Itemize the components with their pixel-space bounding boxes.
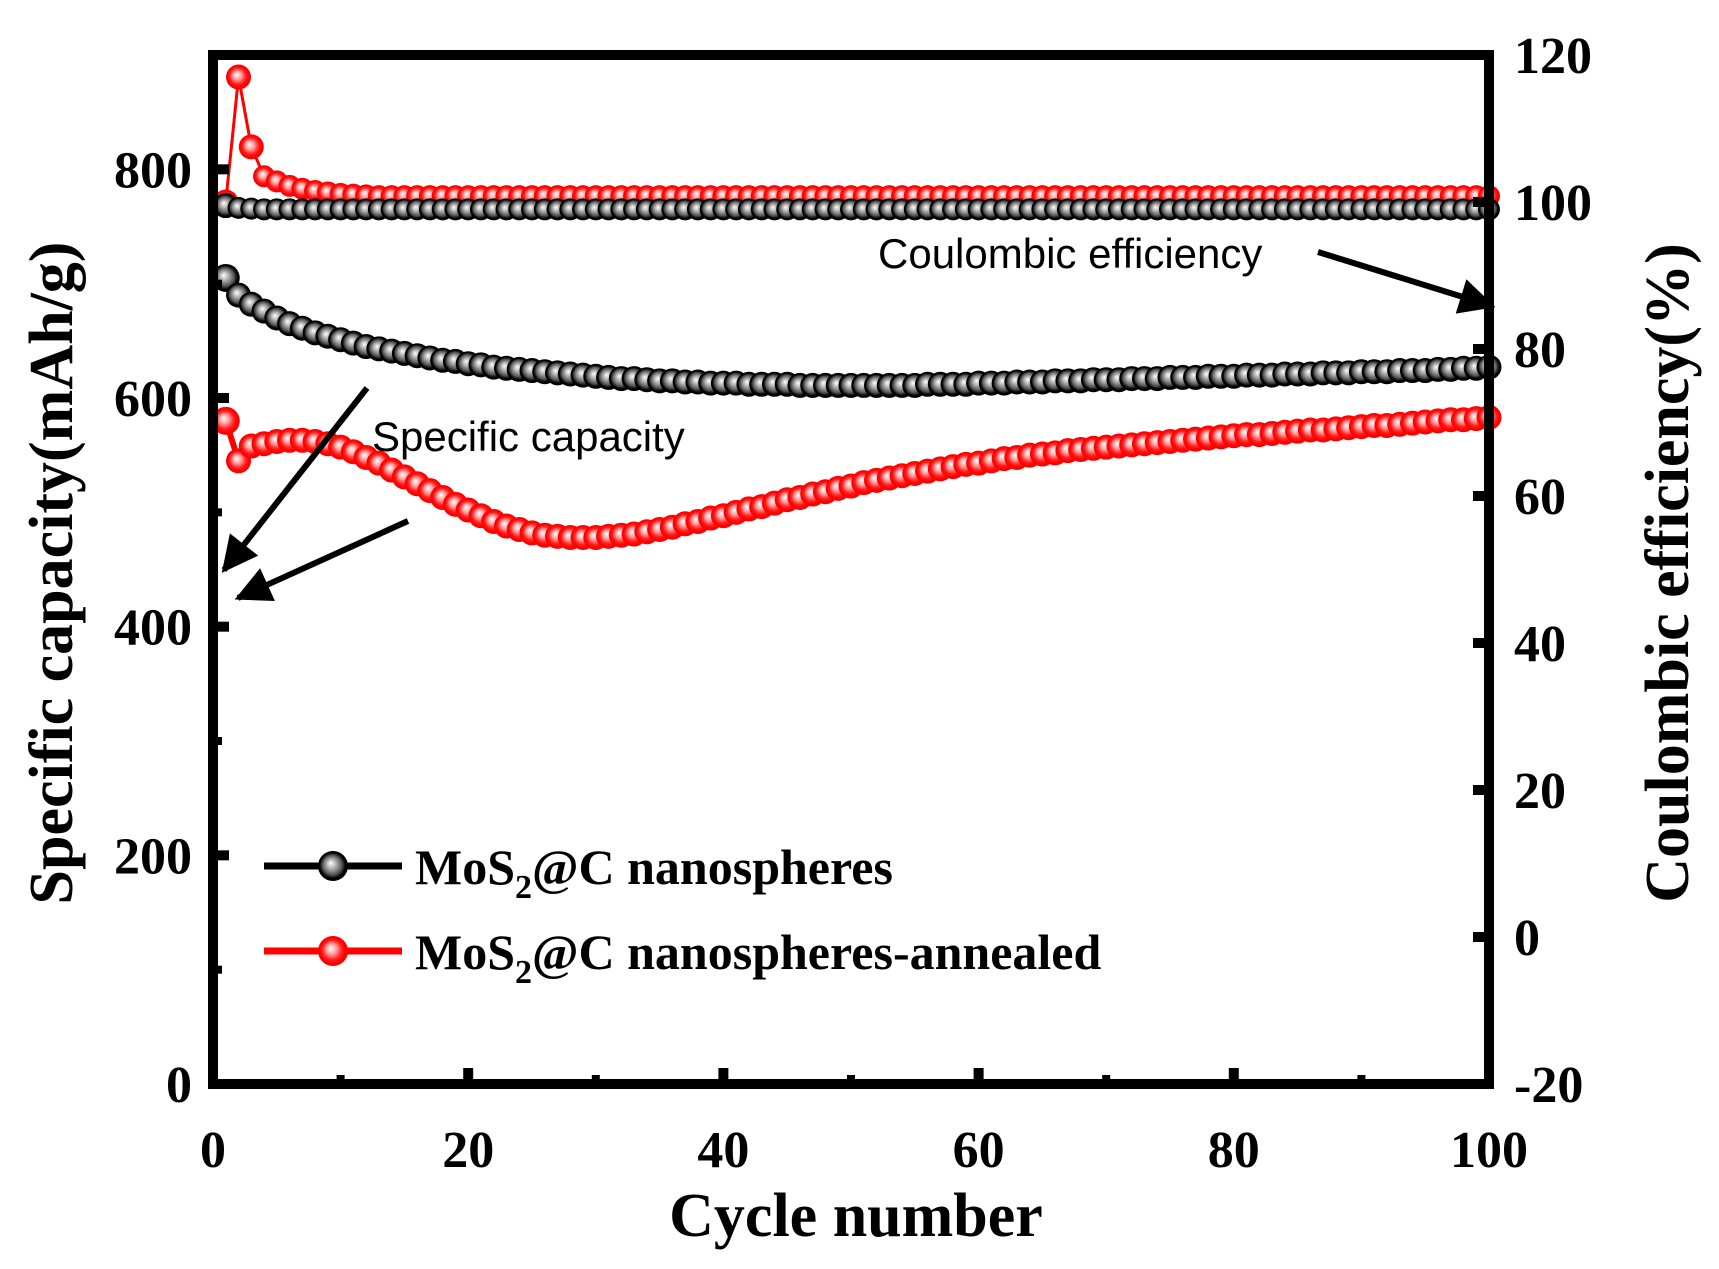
data-point	[238, 134, 264, 160]
x-tick-label: 60	[953, 1122, 1005, 1179]
y-tick-label: 600	[114, 371, 192, 428]
legend-item-red: MoS2@C nanospheres-annealed	[264, 924, 1101, 991]
x-tick-label: 0	[200, 1122, 226, 1179]
y2-tick-label: 20	[1514, 763, 1566, 820]
y2-tick-label: 100	[1514, 175, 1592, 232]
x-tick-label: 20	[442, 1122, 494, 1179]
y2-tick-label: 40	[1514, 616, 1566, 673]
y-axis-title: Specific capacity(mAh/g)	[18, 242, 86, 905]
annotation-coulombic-efficiency: Coulombic efficiency	[878, 230, 1262, 277]
x-axis-title: Cycle number	[669, 1182, 1043, 1250]
annotation-arrow-ce	[1317, 249, 1496, 314]
annotation-arrow-capacity-2	[234, 518, 410, 602]
legend-label-red: MoS2@C nanospheres-annealed	[415, 924, 1101, 991]
annotation-arrow-capacity-1	[221, 386, 370, 573]
legend-marker-black	[318, 851, 348, 881]
y2-tick-label: -20	[1514, 1057, 1583, 1114]
y-tick-label: 0	[166, 1057, 192, 1114]
y2-tick-label: 80	[1514, 322, 1566, 379]
x-tick-label: 100	[1450, 1122, 1528, 1179]
x-tick-label: 40	[697, 1122, 749, 1179]
series-layer	[211, 64, 1502, 550]
y-tick-label: 400	[114, 600, 192, 657]
series-1	[211, 404, 1502, 550]
legend: MoS2@C nanospheres MoS2@C nanospheres-an…	[264, 839, 1101, 991]
y-tick-label: 200	[114, 828, 192, 885]
legend-item-black: MoS2@C nanospheres	[264, 839, 893, 906]
x-tick-label: 80	[1208, 1122, 1260, 1179]
legend-marker-red	[318, 936, 348, 966]
series-2	[213, 193, 1500, 221]
data-point	[211, 406, 240, 435]
y2-tick-label: 60	[1514, 469, 1566, 526]
data-point	[226, 64, 252, 90]
axes-layer: 0 20 40 60 80 100 0 200 400 600 800 -20 0 20 40 60 80 100…	[114, 28, 1592, 1179]
annotation-specific-capacity: Specific capacity	[372, 413, 685, 460]
legend-label-black: MoS2@C nanospheres	[415, 839, 893, 906]
y2-tick-label: 120	[1514, 28, 1592, 85]
series-0	[211, 263, 1502, 398]
series-3	[213, 64, 1500, 215]
y2-tick-label: 0	[1514, 910, 1540, 967]
series-line	[224, 76, 1489, 203]
y2-axis-title: Coulombic efficiency(%)	[1634, 243, 1702, 902]
y-tick-label: 800	[114, 142, 192, 199]
